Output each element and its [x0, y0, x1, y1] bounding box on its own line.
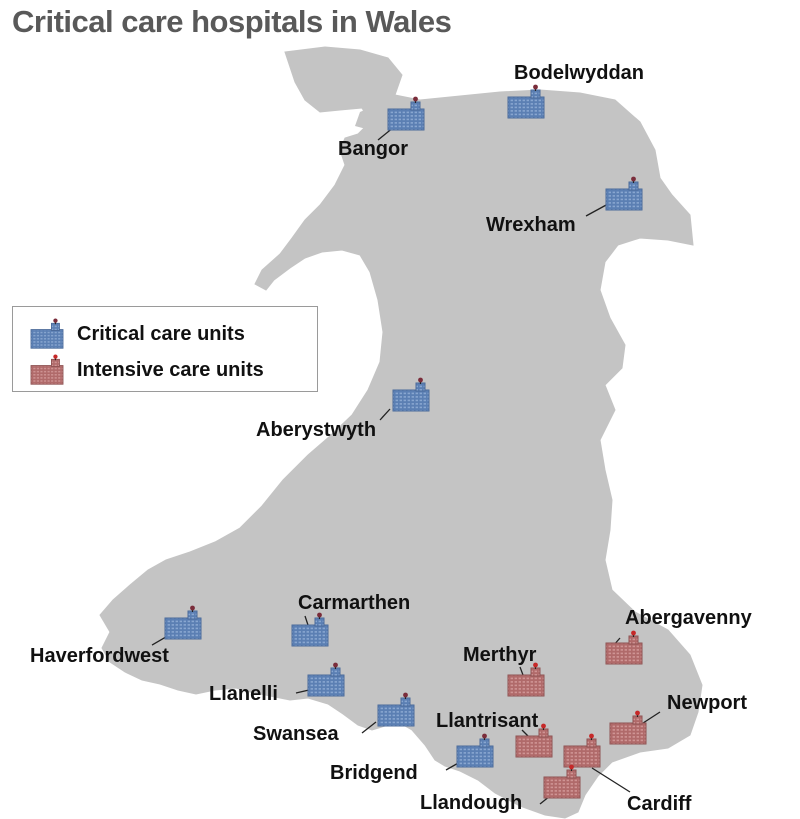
label-swansea: Swansea [253, 723, 339, 745]
intensive-care-icon [30, 354, 64, 385]
legend-intensive-label: Intensive care units [77, 358, 264, 381]
legend-intensive-row: Intensive care units [13, 354, 317, 385]
label-bodelwyddan: Bodelwyddan [514, 62, 644, 84]
label-wrexham: Wrexham [486, 214, 576, 236]
label-cardiff: Cardiff [627, 793, 692, 815]
map-title: Critical care hospitals in Wales [12, 4, 452, 39]
label-carmarthen: Carmarthen [298, 592, 410, 614]
label-haverfordwest: Haverfordwest [30, 645, 169, 667]
label-aberystwyth: Aberystwyth [256, 419, 376, 441]
wales-landmass [99, 46, 703, 819]
label-merthyr: Merthyr [463, 644, 537, 666]
map-legend: Critical care units Intensive care units [12, 306, 318, 392]
critical-care-icon [30, 318, 64, 349]
legend-critical-row: Critical care units [13, 318, 317, 349]
label-bridgend: Bridgend [330, 762, 418, 784]
legend-critical-label: Critical care units [77, 322, 245, 345]
label-llandough: Llandough [420, 792, 522, 814]
label-bangor: Bangor [338, 138, 408, 160]
label-newport: Newport [667, 692, 747, 714]
label-llantrisant: Llantrisant [436, 710, 539, 732]
label-llanelli: Llanelli [209, 683, 278, 705]
label-abergavenny: Abergavenny [625, 607, 753, 629]
hospital-icon-bodelwyddan[interactable] [507, 83, 545, 119]
